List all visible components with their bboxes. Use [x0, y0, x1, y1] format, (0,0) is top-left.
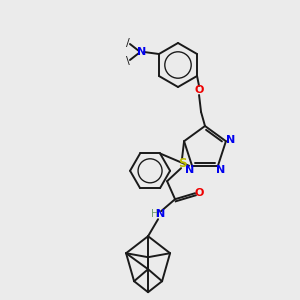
Text: \: \ [126, 56, 130, 66]
Text: O: O [194, 188, 204, 198]
Text: S: S [178, 157, 186, 170]
Text: N: N [137, 47, 147, 57]
Text: H: H [152, 209, 159, 219]
Text: N: N [157, 209, 166, 219]
Text: /: / [126, 38, 130, 48]
Text: N: N [184, 165, 194, 175]
Text: N: N [226, 135, 235, 145]
Text: N: N [216, 165, 226, 175]
Text: O: O [194, 85, 204, 95]
